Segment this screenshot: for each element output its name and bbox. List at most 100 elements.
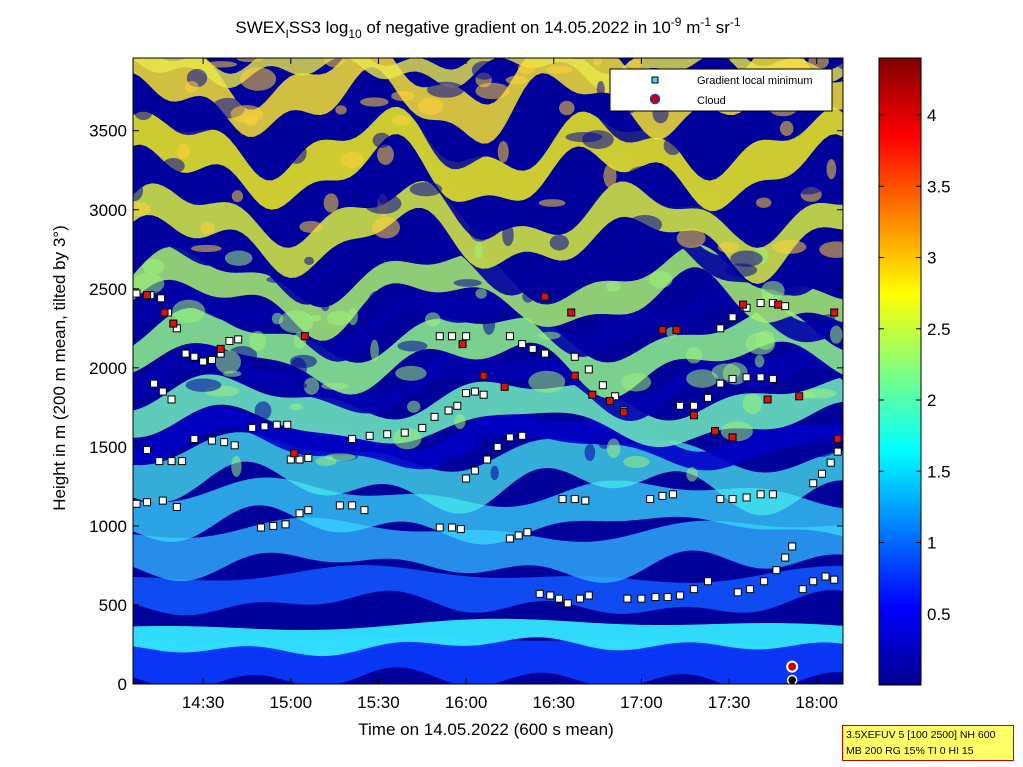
heatmap-patch — [323, 193, 339, 213]
heatmap-patch — [391, 90, 415, 102]
gradient-minimum-marker — [689, 401, 698, 410]
gradient-minimum-marker — [216, 344, 225, 353]
gradient-minimum-marker — [646, 495, 655, 504]
gradient-minimum-marker — [181, 349, 190, 358]
heatmap-patch — [190, 244, 222, 253]
x-tick-label: 16:30 — [532, 693, 575, 712]
heatmap-patch — [303, 377, 320, 395]
heatmap-patch — [603, 164, 617, 188]
y-tick-label: 2000 — [89, 359, 127, 378]
y-tick-label: 0 — [118, 675, 127, 694]
heatmap-patch — [348, 307, 358, 326]
gradient-minimum-marker — [728, 313, 737, 322]
heatmap-patch — [627, 215, 663, 235]
x-tick-label: 17:30 — [708, 693, 751, 712]
gradient-minimum-marker — [234, 335, 243, 344]
gradient-minimum-marker — [290, 449, 299, 458]
heatmap-patch — [409, 182, 443, 197]
gradient-minimum-marker — [143, 446, 152, 455]
heatmap-patch — [761, 280, 785, 301]
heatmap-patch — [577, 166, 597, 175]
heatmap-patch — [200, 221, 215, 235]
heatmap-patch — [335, 105, 347, 115]
gradient-minimum-marker — [528, 344, 537, 353]
y-tick-label: 1500 — [89, 438, 127, 457]
heatmap-patch — [505, 75, 528, 85]
y-tick-label: 3500 — [89, 122, 127, 141]
heatmap-patch — [133, 180, 144, 202]
gradient-minimum-marker — [133, 499, 141, 508]
heatmap-patch — [497, 141, 509, 163]
gradient-minimum-marker — [675, 401, 684, 410]
gradient-minimum-marker — [576, 594, 585, 603]
heatmap-patch — [444, 356, 463, 380]
gradient-minimum-marker — [335, 501, 344, 510]
gradient-minimum-marker — [739, 300, 748, 309]
gradient-minimum-marker — [448, 332, 457, 341]
gradient-minimum-marker — [158, 387, 167, 396]
gradient-minimum-marker — [733, 588, 742, 597]
heatmap-patch — [368, 290, 387, 313]
ground-marker — [786, 674, 798, 684]
heatmap-patch — [471, 60, 497, 80]
heatmap-patch — [236, 58, 264, 63]
heatmap-patch — [730, 250, 763, 267]
heatmap-patch — [271, 312, 284, 325]
gradient-minimum-marker — [158, 496, 167, 505]
heatmap-patch — [161, 158, 185, 174]
heatmap-patch — [266, 276, 284, 283]
heatmap-patch — [323, 58, 346, 68]
heatmap-patch — [546, 65, 573, 74]
heatmap-patch — [779, 120, 794, 137]
gradient-minimum-marker — [207, 355, 216, 364]
gradient-minimum-marker — [456, 525, 465, 534]
gradient-minimum-marker — [143, 498, 152, 507]
heatmap-patch — [663, 136, 683, 156]
colorbar-tick-label: 1.5 — [927, 462, 951, 481]
gradient-minimum-marker — [272, 420, 281, 429]
gradient-minimum-marker — [143, 291, 152, 300]
gradient-minimum-marker — [133, 289, 141, 298]
heatmap-patch — [195, 104, 204, 124]
gradient-minimum-marker — [383, 430, 392, 439]
gradient-minimum-marker — [518, 340, 527, 349]
heatmap-patch — [360, 97, 389, 107]
gradient-minimum-marker — [581, 496, 590, 505]
heatmap-patch — [717, 241, 739, 253]
gradient-minimum-marker — [269, 521, 278, 530]
gradient-minimum-marker — [563, 599, 572, 608]
heatmap-patch — [648, 270, 673, 288]
heatmap-patch — [686, 467, 698, 482]
heatmap-patch — [249, 330, 266, 352]
legend-label-minimum: Gradient local minimum — [697, 75, 813, 87]
heatmap-patch — [134, 105, 153, 121]
gradient-minimum-marker — [704, 577, 713, 586]
gradient-minimum-marker — [781, 553, 790, 562]
heatmap-patch — [800, 388, 837, 399]
heatmap-band — [133, 307, 843, 399]
heatmap-patch — [278, 310, 314, 334]
gradient-minimum-marker — [546, 591, 555, 600]
gradient-minimum-marker — [283, 420, 292, 429]
gradient-minimum-marker — [435, 523, 444, 532]
heatmap-patch — [490, 465, 499, 481]
gradient-minimum-marker — [470, 466, 479, 475]
x-tick-label: 16:00 — [445, 693, 488, 712]
gradient-minimum-marker — [470, 387, 479, 396]
heatmap-patch — [417, 97, 444, 116]
heatmap-patch — [370, 339, 379, 362]
heatmap-patch — [829, 325, 843, 344]
gradient-minimum-marker — [672, 325, 681, 334]
gradient-minimum-marker — [555, 594, 563, 603]
gradient-minimum-marker — [500, 382, 509, 391]
heatmap-patch — [364, 193, 402, 214]
heatmap-patch — [720, 421, 753, 442]
gradient-minimum-marker — [448, 523, 457, 532]
colorbar — [878, 57, 922, 686]
gradient-minimum-marker — [795, 392, 804, 401]
heatmap-band — [133, 517, 843, 583]
gradient-minimum-marker — [360, 506, 369, 515]
heatmap-patch — [745, 332, 776, 355]
heatmap-band — [133, 75, 843, 172]
